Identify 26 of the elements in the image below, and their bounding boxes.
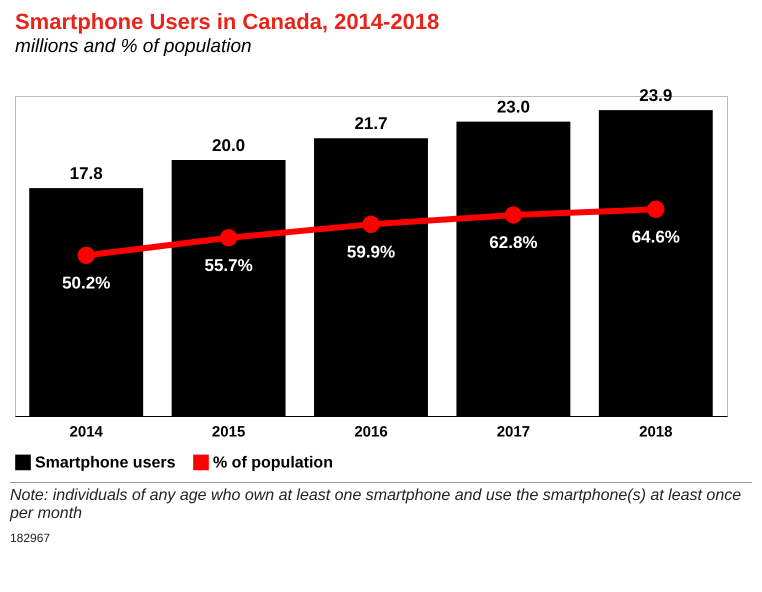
x-tick-label: 2016 <box>354 424 388 440</box>
data-label: 62.8% <box>489 233 538 252</box>
x-tick-label: 2015 <box>212 424 246 440</box>
x-tick-label: 2018 <box>639 424 672 440</box>
point <box>504 206 522 224</box>
point <box>362 216 380 233</box>
data-label: 55.7% <box>204 256 253 275</box>
data-label: 17.8 <box>70 164 103 184</box>
text: 182967 <box>10 531 52 545</box>
x-tick-label: 2017 <box>496 424 530 440</box>
data-label: 23.0 <box>496 98 530 117</box>
data-label: 21.7 <box>354 114 388 134</box>
data-label: 50.2% <box>62 273 110 292</box>
point <box>78 246 95 264</box>
legend-label: Smartphone users <box>35 454 176 472</box>
text: Note: individuals of any age who own at least one smartphone and use the smartphone(s) at least once per month <box>10 487 742 523</box>
chart-subtitle: millions and % of population <box>15 36 252 58</box>
data-label: 64.6% <box>632 227 680 246</box>
data-label: 59.9% <box>346 242 396 262</box>
data-label: 20.0 <box>212 136 246 155</box>
x-tick-label: 2014 <box>70 424 104 440</box>
legend-label: % of population <box>213 454 333 472</box>
chart-title: Smartphone Users in Canada, 2014-2018 <box>15 9 440 34</box>
point <box>647 200 664 218</box>
point <box>220 229 238 246</box>
data-label: 23.9 <box>639 86 672 106</box>
